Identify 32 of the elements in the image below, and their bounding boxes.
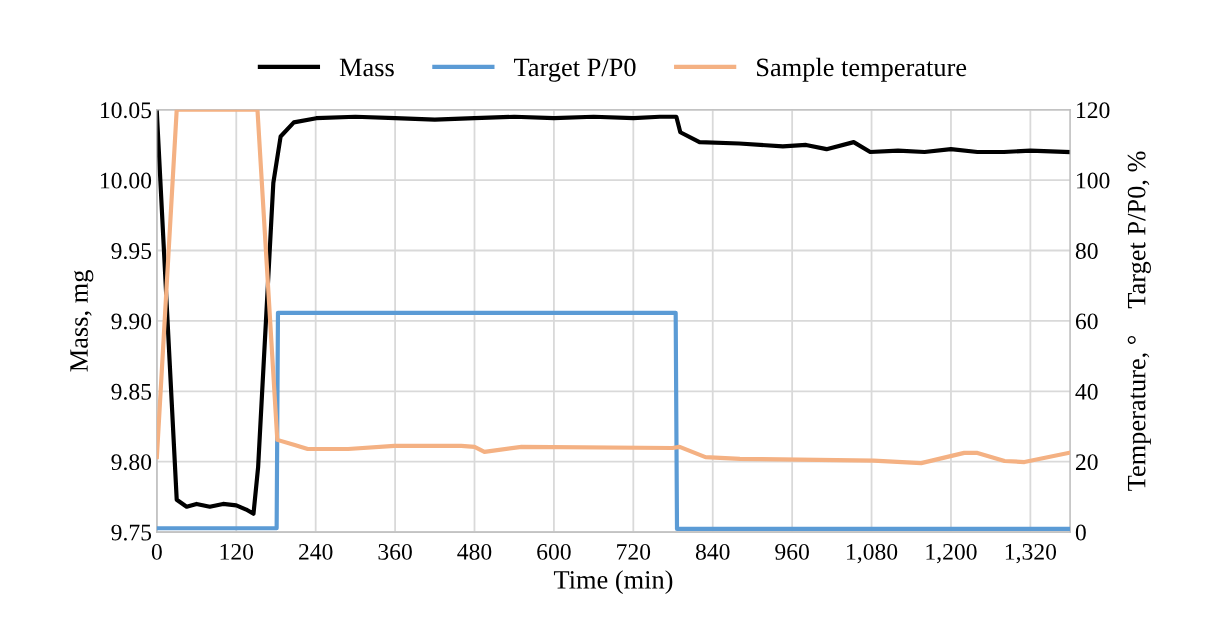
x-tick-label: 480 <box>457 543 492 560</box>
y-tick-label: 10.00 <box>100 172 152 189</box>
y2-tick-label: 120 <box>1077 102 1110 119</box>
x-tick-label: 360 <box>378 543 412 560</box>
x-tick-label: 1,320 <box>1005 543 1057 564</box>
x-tick-label: 240 <box>299 543 333 560</box>
y2-tick-label: 20 <box>1075 454 1098 471</box>
x-tick-label: 0 <box>151 543 162 560</box>
x-tick-label: 1,200 <box>926 543 977 564</box>
y2-axis-title: Temperature, ° Target P/P0, % <box>1127 151 1151 491</box>
x-tick-label: 1,080 <box>847 543 898 564</box>
x-tick-label: 840 <box>695 543 730 560</box>
x-tick-label: 600 <box>537 543 571 560</box>
y2-tick-label: 100 <box>1077 172 1110 189</box>
x-tick-label: 960 <box>775 543 809 560</box>
legend-label: Target P/P0 <box>514 58 636 82</box>
y-tick-label: 9.75 <box>111 524 152 541</box>
legend-label: Mass <box>339 58 394 77</box>
x-tick-label: 120 <box>220 543 254 560</box>
y-axis-title: Mass, mg <box>70 270 94 372</box>
y-tick-label: 9.95 <box>111 243 152 260</box>
legend-label: Sample temperature <box>757 57 967 82</box>
y-tick-label: 9.80 <box>111 454 152 471</box>
y2-tick-label: 80 <box>1075 243 1098 259</box>
y-tick-label: 9.85 <box>111 383 152 400</box>
y2-tick-label: 60 <box>1075 313 1098 330</box>
x-axis-title: Time (min) <box>553 570 673 595</box>
y2-tick-label: 0 <box>1075 524 1086 541</box>
x-tick-label: 720 <box>617 543 651 560</box>
y2-tick-label: 40 <box>1075 383 1098 400</box>
y-tick-label: 10.05 <box>100 102 152 119</box>
y-tick-label: 9.90 <box>111 313 152 330</box>
